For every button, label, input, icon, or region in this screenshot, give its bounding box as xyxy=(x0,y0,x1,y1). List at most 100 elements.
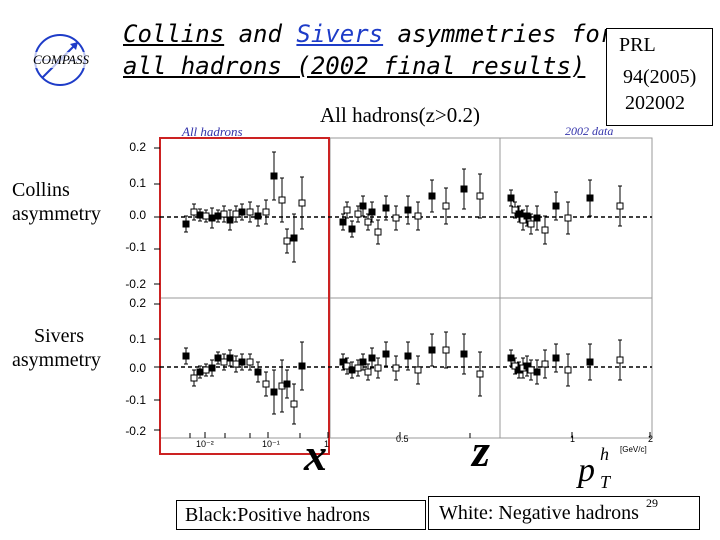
data-point xyxy=(359,195,367,217)
row-label-collins: Collins asymmetry xyxy=(12,178,112,226)
data-point xyxy=(616,185,624,227)
data-point xyxy=(354,205,362,223)
y-tick-sivers-0: 0.2 xyxy=(129,296,146,310)
data-point xyxy=(220,205,228,223)
data-point xyxy=(364,213,372,231)
data-point xyxy=(343,357,351,375)
data-point xyxy=(392,355,400,381)
y-tick-sivers-2: 0.0 xyxy=(129,361,146,375)
reference-line-1: PRL xyxy=(619,34,656,56)
row-label-sivers-line-1: Sivers xyxy=(34,325,84,347)
data-point xyxy=(404,195,412,225)
data-point xyxy=(270,369,278,415)
data-point xyxy=(616,339,624,381)
left-axis-ticks xyxy=(154,147,160,431)
data-point xyxy=(507,189,515,207)
panel-label-right: 2002 data xyxy=(565,124,614,138)
data-point xyxy=(533,359,541,385)
data-point xyxy=(511,357,519,375)
y-tick-sivers-4: -0.2 xyxy=(125,424,146,438)
legend-white-negative: White: Negative hadrons xyxy=(428,496,700,530)
data-point xyxy=(374,219,382,245)
panel-label-left: All hadrons xyxy=(182,124,243,139)
data-point xyxy=(564,201,572,235)
data-point xyxy=(196,365,204,379)
data-point xyxy=(214,351,222,365)
data-point xyxy=(278,359,286,413)
reference-box: PRL 94(2005) 202002 xyxy=(606,28,713,126)
data-point xyxy=(208,207,216,229)
row-label-sivers: Sivers asymmetry xyxy=(12,324,112,372)
data-point xyxy=(392,205,400,231)
data-point xyxy=(232,205,240,223)
data-point xyxy=(238,353,246,371)
title-word-sivers: Sivers xyxy=(296,20,384,48)
data-point xyxy=(348,220,356,238)
data-point xyxy=(339,213,347,231)
pt-axis-label-base: p xyxy=(578,452,595,489)
data-point xyxy=(298,341,306,391)
data-point xyxy=(442,187,450,225)
sivers-frame-x xyxy=(159,297,331,439)
data-point xyxy=(404,341,412,371)
data-point xyxy=(283,228,291,254)
data-point xyxy=(246,353,254,371)
data-point xyxy=(343,201,351,219)
data-point xyxy=(564,353,572,387)
data-point xyxy=(507,349,515,367)
collins-frame-pt xyxy=(499,137,653,299)
y-tick-collins-2: 0.0 xyxy=(129,208,146,222)
data-point xyxy=(519,209,527,231)
x-tick-label-1: 10⁻² xyxy=(196,439,214,449)
data-point xyxy=(460,333,468,375)
data-point xyxy=(442,331,450,369)
data-point xyxy=(290,383,298,425)
data-point xyxy=(541,215,549,245)
data-point xyxy=(523,205,531,227)
data-point xyxy=(476,173,484,219)
data-point xyxy=(283,369,291,399)
row-label-sivers-line-2: asymmetry xyxy=(12,349,101,371)
z-tick-label-1: 0.5 xyxy=(396,434,409,444)
pt-tick-label-1: 1 xyxy=(570,434,575,444)
slide-title: Collins and Sivers asymmetries for all h… xyxy=(123,18,623,82)
data-point xyxy=(208,359,216,377)
title-line-1: Collins and Sivers asymmetries for xyxy=(123,18,623,50)
page-number: 29 xyxy=(646,496,658,510)
data-point xyxy=(262,199,270,225)
data-point xyxy=(414,201,422,231)
data-point xyxy=(182,347,190,365)
data-point xyxy=(359,353,367,371)
pt-tick-label-2: 2 xyxy=(648,434,653,444)
sivers-frame-z xyxy=(329,297,501,439)
data-point xyxy=(254,205,262,227)
pt-axis-label-sup: h xyxy=(600,444,609,464)
data-point xyxy=(515,205,523,223)
data-point xyxy=(533,205,541,231)
z-axis-label: z xyxy=(472,425,490,476)
y-tick-collins-0: 0.2 xyxy=(129,140,146,154)
data-point xyxy=(354,359,362,377)
data-point xyxy=(519,357,527,379)
data-point xyxy=(238,203,246,221)
data-point xyxy=(182,215,190,233)
data-point xyxy=(368,347,376,369)
data-point xyxy=(368,201,376,223)
data-point xyxy=(586,343,594,381)
data-point xyxy=(220,353,228,371)
data-point xyxy=(382,341,390,367)
data-point xyxy=(190,203,198,221)
data-point xyxy=(364,363,372,381)
data-point xyxy=(232,355,240,373)
data-point xyxy=(246,201,254,223)
title-word-collins: Collins xyxy=(123,20,225,48)
title-line1-rest: asymmetries for xyxy=(383,20,615,48)
data-point xyxy=(527,213,535,235)
data-point xyxy=(348,361,356,379)
subtitle: All hadrons(z>0.2) xyxy=(320,103,480,127)
data-point xyxy=(476,351,484,397)
data-point xyxy=(290,213,298,263)
data-point xyxy=(214,209,222,223)
data-point xyxy=(226,209,234,231)
data-point xyxy=(278,177,286,223)
